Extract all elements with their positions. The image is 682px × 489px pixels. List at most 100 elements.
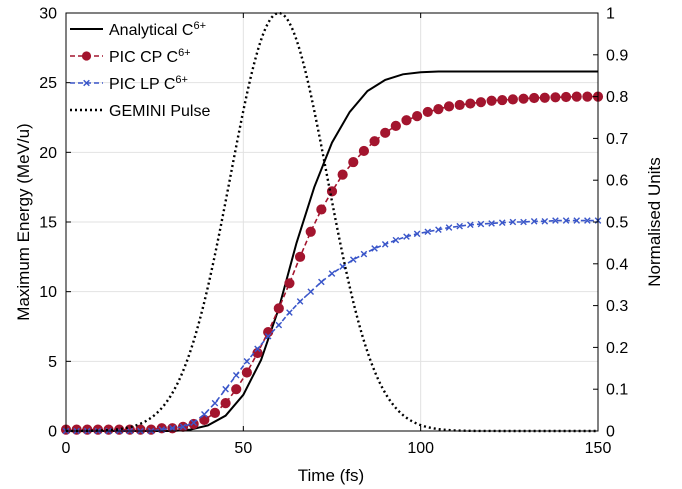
pic-cp-c-point	[465, 98, 476, 109]
pic-lp-c-point	[541, 218, 549, 225]
pic-lp-c-point	[456, 222, 463, 230]
pic-lp-c-point	[211, 399, 219, 407]
pic-cp-c-line	[66, 95, 598, 431]
pic-lp-c-point	[520, 218, 527, 226]
y-left-tick-label: 10	[39, 284, 57, 301]
pic-cp-c-point	[241, 367, 252, 378]
y-right-tick-label: 0.5	[606, 215, 628, 232]
pic-cp-c-point	[518, 93, 529, 104]
pic-cp-c-point	[497, 94, 508, 106]
x-tick-label: 0	[62, 440, 71, 457]
pic-lp-c-point	[413, 230, 421, 238]
pic-cp-c-point	[337, 169, 348, 180]
pic-cp-c-point	[316, 204, 327, 215]
pic-cp-c-point	[124, 424, 135, 435]
analytical-c-line	[66, 70, 598, 432]
x-tick-label: 100	[407, 440, 434, 457]
pic-lp-c-point	[264, 332, 272, 340]
pic-cp-c-point	[422, 106, 433, 118]
pic-lp-c-point	[477, 220, 485, 228]
pic-cp-c-point	[103, 424, 114, 435]
y-left-tick-label: 5	[48, 354, 57, 371]
y-left-axis-label: Maximum Energy (MeV/u)	[14, 123, 33, 320]
x-tick-label: 150	[585, 440, 612, 457]
pic-lp-c-point	[349, 256, 357, 263]
legend-marker-pic-cp-c	[81, 51, 92, 61]
pic-cp-c-point	[273, 303, 284, 314]
pic-cp-c-point	[550, 92, 561, 103]
pic-cp-c-point	[401, 115, 412, 126]
legend-label-analytical-c: Analytical C6+	[109, 20, 206, 39]
y-left-ticks: 0 5 10 15 20 25 30	[39, 6, 71, 441]
pic-cp-c-point	[475, 97, 487, 108]
legend-marker-pic-lp-c	[83, 79, 90, 87]
x-tick-label: 50	[234, 440, 252, 457]
pic-lp-c-point	[445, 224, 453, 231]
pic-cp-c-series	[60, 91, 604, 435]
pic-lp-c-point	[403, 233, 410, 240]
pic-cp-c-point	[305, 226, 316, 237]
pic-lp-c-point	[424, 228, 432, 236]
pic-cp-c-point	[560, 91, 572, 103]
pic-cp-c-point	[443, 101, 455, 112]
y-right-tick-label: 0.3	[606, 298, 628, 315]
pic-lp-c-series	[62, 217, 602, 435]
y-left-tick-label: 0	[48, 424, 57, 441]
pic-lp-c-point	[254, 345, 261, 353]
y-right-ticks: 0 0.1 0.2 0.3 0.4 0.5 0.6 0.7 0.8 0.9 1	[593, 6, 628, 441]
pic-lp-c-point	[584, 217, 591, 224]
pic-lp-c-point	[179, 423, 187, 431]
pic-lp-c-point	[530, 218, 538, 225]
pic-lp-c-point	[275, 321, 283, 329]
y-right-tick-label: 0	[606, 424, 615, 441]
pic-cp-c-point	[284, 278, 295, 289]
pic-cp-c-point	[454, 99, 465, 111]
y-right-axis-label: Normalised Units	[645, 157, 664, 286]
pic-cp-c-point	[294, 251, 306, 262]
pic-cp-c-point	[231, 384, 242, 395]
y-right-tick-label: 0.6	[606, 173, 628, 190]
y-right-tick-label: 0.7	[606, 131, 628, 148]
y-right-tick-label: 0.2	[606, 340, 628, 357]
pic-cp-c-point	[369, 136, 380, 147]
pic-lp-c-point	[190, 419, 197, 426]
pic-cp-c-point	[380, 127, 391, 138]
legend-label-pic-cp-c: PIC CP C6+	[109, 47, 191, 66]
y-right-tick-label: 0.8	[606, 89, 628, 106]
pic-lp-c-point	[307, 288, 315, 295]
pic-lp-c-point	[498, 219, 506, 226]
pic-cp-c-point	[135, 424, 146, 435]
pic-lp-c-point	[392, 236, 400, 244]
pic-cp-c-point	[412, 111, 423, 122]
pic-cp-c-point	[507, 94, 518, 105]
pic-lp-c-point	[381, 240, 389, 248]
pic-cp-c-point	[582, 91, 593, 102]
pic-lp-c-point	[552, 217, 559, 224]
pic-lp-c-point	[169, 424, 176, 432]
pic-lp-c-point	[201, 410, 208, 418]
pic-cp-c-point	[539, 92, 550, 103]
y-left-tick-label: 25	[39, 75, 57, 92]
pic-lp-c-point	[573, 217, 581, 224]
pic-lp-c-point	[509, 218, 517, 226]
x-ticks: 0 50 100 150	[62, 13, 612, 457]
pic-cp-c-point	[486, 95, 497, 106]
pic-cp-c-point	[114, 424, 125, 435]
y-left-tick-label: 15	[39, 215, 57, 232]
pic-lp-c-point	[243, 358, 251, 365]
pic-lp-c-point	[222, 385, 229, 393]
legend: Analytical C6+ PIC CP C6+ PIC LP C6+ GEMINI…	[70, 20, 210, 120]
pic-lp-c-point	[371, 245, 378, 252]
pic-cp-c-point	[146, 424, 157, 435]
pic-lp-c-point	[435, 226, 442, 233]
pic-cp-c-point	[390, 120, 401, 131]
y-left-tick-label: 20	[39, 145, 57, 162]
pic-lp-c-point	[360, 250, 368, 258]
y-left-tick-label: 30	[39, 6, 57, 23]
y-right-tick-label: 0.4	[606, 256, 628, 273]
pic-lp-c-point	[488, 220, 495, 227]
legend-label-gemini-pulse: GEMINI Pulse	[109, 103, 210, 120]
pic-cp-c-point	[571, 91, 582, 102]
pic-cp-c-point	[82, 424, 93, 435]
